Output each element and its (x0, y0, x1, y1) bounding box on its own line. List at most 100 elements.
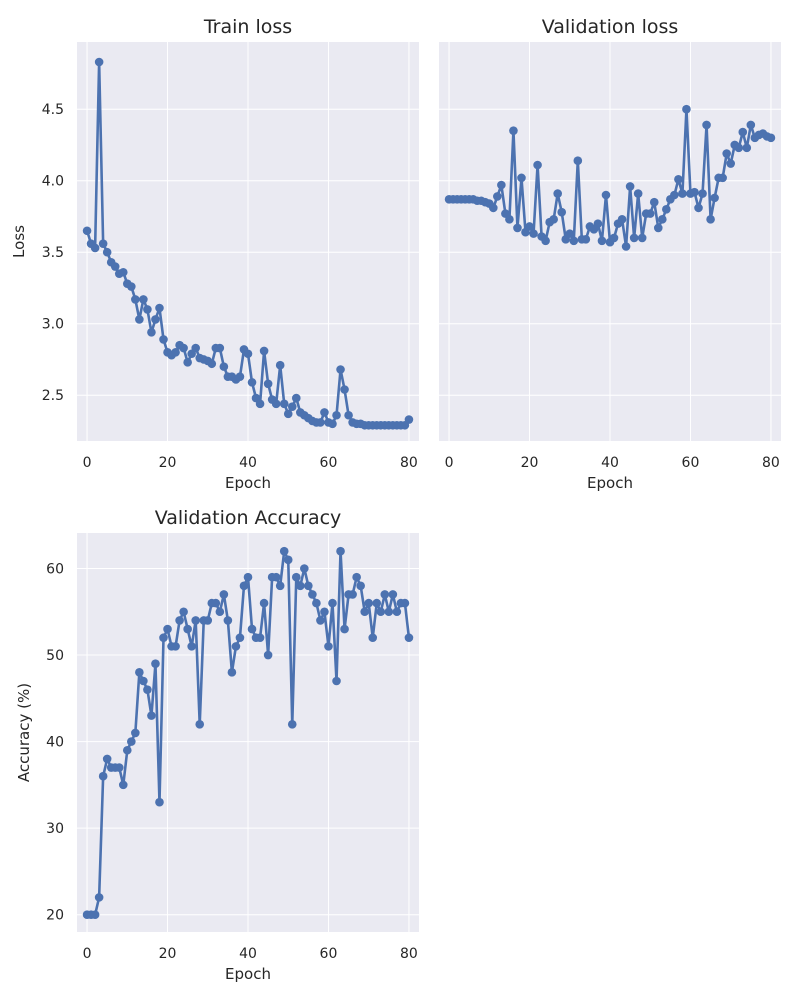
validation-loss-data-point (569, 236, 579, 246)
validation-accuracy-data-point (163, 624, 172, 634)
validation-accuracy-data-point (328, 598, 337, 608)
validation-accuracy-data-point (143, 685, 152, 694)
train-loss-data-point (340, 385, 349, 394)
validation-accuracy-data-point (183, 624, 192, 634)
validation-loss-data-point (629, 233, 639, 243)
validation-accuracy-data-point (324, 642, 333, 651)
train-loss-data-point (131, 295, 140, 304)
validation-loss-data-point (489, 203, 498, 213)
train-loss-data-point (143, 305, 152, 314)
validation-loss-data-point (766, 133, 776, 143)
validation-loss-data-point (670, 190, 679, 200)
train-loss-data-point (139, 295, 148, 304)
validation-accuracy-data-point (155, 797, 164, 807)
validation-loss-data-point (517, 173, 526, 183)
validation-accuracy-x-tick-label: 80 (400, 946, 418, 962)
validation-accuracy-data-point (283, 555, 293, 565)
validation-loss-data-point (718, 173, 727, 183)
validation-accuracy-data-point (102, 754, 112, 764)
validation-accuracy-data-point (316, 616, 325, 625)
validation-accuracy-data-point (275, 581, 285, 591)
validation-accuracy-data-point (300, 564, 309, 573)
train-loss-data-point (291, 393, 301, 403)
train-loss-y-tick-label: 4.5 (42, 102, 64, 118)
validation-accuracy-data-point (392, 607, 402, 617)
validation-loss-data-point (621, 242, 631, 251)
train-loss-data-point (118, 267, 128, 277)
validation-accuracy-data-point (175, 616, 184, 625)
train-loss-y-tick-label: 3.5 (42, 245, 64, 261)
validation-accuracy-data-point (231, 642, 241, 651)
train-loss-x-tick-label: 60 (320, 455, 338, 471)
validation-accuracy-data-point (94, 893, 104, 902)
validation-loss-data-point (706, 215, 715, 224)
validation-loss-x-axis-label: Epoch (587, 474, 633, 492)
validation-accuracy-data-point (227, 668, 237, 677)
validation-accuracy-data-point (304, 581, 313, 591)
validation-accuracy-data-point (340, 624, 349, 634)
validation-accuracy-x-tick-label: 40 (239, 946, 257, 962)
validation-loss-data-point (529, 229, 538, 238)
train-loss-data-point (179, 343, 188, 353)
train-loss-x-tick-label: 20 (159, 455, 177, 471)
train-loss-data-point (328, 419, 337, 429)
train-loss-x-tick-label: 80 (400, 455, 418, 471)
validation-loss-data-point (565, 229, 575, 238)
validation-accuracy-data-point (98, 771, 108, 781)
validation-accuracy-data-point (320, 607, 329, 617)
train-loss-data-point (404, 415, 414, 424)
validation-accuracy-data-point (372, 598, 382, 608)
validation-accuracy-data-point (360, 607, 369, 617)
validation-accuracy-x-tick-label: 0 (83, 946, 92, 962)
validation-loss-data-point (702, 120, 711, 130)
validation-loss-data-point (633, 189, 643, 198)
validation-accuracy-data-point (255, 633, 265, 643)
validation-loss-data-point (742, 143, 752, 153)
train-loss-data-point (219, 362, 229, 371)
train-loss-data-point (215, 343, 225, 353)
validation-accuracy-y-tick-label: 60 (46, 561, 64, 577)
validation-accuracy-data-point (127, 737, 136, 746)
validation-accuracy-data-point (291, 572, 301, 582)
train-loss-data-point (151, 315, 160, 324)
validation-loss-data-point (734, 143, 744, 153)
validation-accuracy-data-point (336, 546, 345, 556)
validation-loss-x-tick-label: 60 (682, 455, 700, 471)
validation-loss-data-point (722, 149, 731, 158)
train-loss-y-axis-label: Loss (10, 225, 28, 258)
validation-loss-data-point (625, 182, 635, 191)
validation-loss-data-point (682, 104, 691, 114)
validation-accuracy-data-point (259, 598, 269, 608)
train-loss-x-tick-label: 0 (83, 455, 92, 471)
train-loss-data-point (82, 226, 92, 236)
validation-loss-data-point (553, 189, 562, 198)
validation-accuracy-data-point (380, 590, 390, 599)
validation-accuracy-y-tick-label: 40 (46, 735, 64, 751)
validation-accuracy-data-point (388, 590, 398, 599)
validation-accuracy-data-point (131, 728, 140, 738)
validation-loss-data-point (746, 120, 756, 130)
validation-accuracy-data-point (215, 607, 225, 617)
validation-accuracy-x-tick-label: 60 (320, 946, 338, 962)
validation-loss-data-point (525, 222, 534, 231)
validation-loss-data-point (658, 215, 667, 224)
validation-accuracy-y-axis-label: Accuracy (%) (15, 683, 33, 782)
train-loss-data-point (127, 282, 136, 291)
train-loss-data-point (344, 410, 353, 420)
train-loss-data-point (263, 379, 273, 389)
validation-accuracy-data-point (247, 624, 257, 634)
validation-accuracy-x-tick-label: 20 (159, 946, 177, 962)
train-loss-data-point (94, 57, 104, 67)
train-loss-y-tick-label: 2.5 (42, 388, 64, 404)
validation-accuracy-data-point (296, 581, 305, 591)
validation-loss-data-point (573, 156, 583, 165)
train-loss-x-axis-label: Epoch (225, 474, 271, 492)
validation-loss-data-point (505, 215, 514, 224)
validation-accuracy-data-point (364, 598, 374, 608)
train-loss-data-point (183, 358, 192, 367)
validation-accuracy-data-point (118, 780, 128, 790)
validation-accuracy-data-point (332, 676, 341, 686)
validation-loss-x-tick-label: 0 (445, 455, 454, 471)
validation-loss-data-point (533, 160, 542, 170)
